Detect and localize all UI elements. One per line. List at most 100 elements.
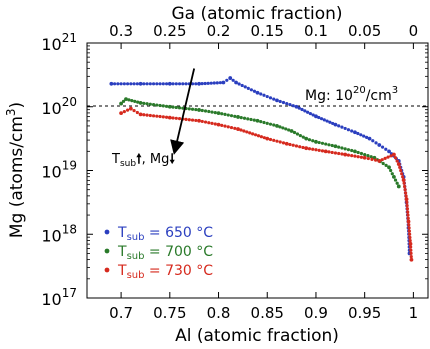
data-point bbox=[113, 82, 117, 86]
data-point bbox=[291, 104, 295, 108]
data-point bbox=[220, 112, 224, 116]
data-point bbox=[319, 117, 324, 121]
data-point bbox=[155, 103, 159, 107]
data-point bbox=[259, 135, 263, 139]
data-point bbox=[136, 100, 140, 104]
data-point bbox=[327, 143, 331, 147]
data-point bbox=[374, 158, 378, 162]
data-point bbox=[122, 82, 126, 86]
data-point bbox=[265, 136, 270, 141]
data-point bbox=[177, 117, 182, 121]
data-point bbox=[119, 101, 123, 106]
data-point bbox=[207, 121, 211, 125]
data-point bbox=[236, 127, 240, 131]
x2-tick-label: 0.05 bbox=[348, 22, 381, 40]
data-point bbox=[294, 104, 299, 109]
data-point bbox=[396, 184, 401, 189]
data-point bbox=[322, 118, 326, 122]
data-point bbox=[333, 122, 338, 127]
data-point bbox=[340, 125, 344, 129]
data-point bbox=[311, 113, 315, 117]
data-point bbox=[371, 139, 375, 143]
data-point bbox=[164, 104, 169, 108]
data-point bbox=[393, 178, 398, 182]
data-point bbox=[138, 81, 143, 86]
data-point bbox=[148, 102, 152, 106]
data-point bbox=[133, 99, 137, 103]
data-point bbox=[389, 168, 393, 173]
x-tick-label: 0.7 bbox=[109, 304, 133, 322]
data-point bbox=[119, 111, 123, 116]
data-point bbox=[406, 210, 410, 214]
data-point bbox=[320, 149, 325, 153]
data-point bbox=[272, 97, 276, 101]
data-point bbox=[221, 80, 226, 85]
data-point bbox=[220, 123, 224, 127]
data-point bbox=[210, 110, 214, 114]
data-point bbox=[161, 82, 165, 86]
data-point bbox=[301, 145, 305, 150]
x-tick-label: 0.95 bbox=[348, 304, 381, 322]
x2-tick-label: 0 bbox=[409, 22, 419, 40]
data-point bbox=[190, 82, 195, 86]
data-point bbox=[374, 141, 378, 145]
data-point bbox=[190, 107, 195, 111]
data-point bbox=[181, 106, 185, 110]
data-point bbox=[365, 135, 369, 139]
x2-tick-label: 0.25 bbox=[153, 22, 186, 40]
data-point bbox=[116, 82, 120, 86]
data-point bbox=[203, 81, 207, 86]
x2-axis-label: Ga (atomic fraction) bbox=[171, 4, 342, 24]
data-point bbox=[125, 108, 130, 112]
data-point bbox=[392, 174, 396, 179]
data-point bbox=[184, 82, 188, 86]
data-point bbox=[328, 120, 332, 124]
data-point bbox=[262, 136, 266, 140]
data-point bbox=[377, 143, 382, 147]
data-point bbox=[350, 154, 354, 158]
data-point bbox=[138, 101, 143, 105]
data-point bbox=[308, 111, 312, 116]
data-point bbox=[245, 130, 249, 134]
data-point bbox=[284, 127, 288, 131]
trend-annotation: Tsub🠕, Mg🠗 bbox=[111, 152, 175, 169]
data-point bbox=[200, 82, 204, 86]
data-point bbox=[181, 82, 185, 86]
data-point bbox=[233, 114, 237, 118]
data-point bbox=[194, 107, 198, 112]
data-point bbox=[370, 157, 374, 161]
data-point bbox=[343, 126, 347, 131]
data-point bbox=[304, 146, 309, 151]
data-point bbox=[132, 108, 136, 113]
data-point bbox=[307, 147, 312, 151]
data-point bbox=[398, 165, 402, 169]
data-point bbox=[210, 121, 214, 125]
data-point bbox=[158, 103, 162, 108]
data-point bbox=[246, 86, 250, 90]
data-point bbox=[242, 116, 247, 120]
data-point bbox=[213, 122, 217, 126]
data-point bbox=[142, 113, 146, 117]
data-point bbox=[121, 99, 126, 103]
series-3 bbox=[119, 106, 414, 262]
data-point bbox=[213, 110, 217, 115]
data-point bbox=[389, 154, 393, 158]
data-point bbox=[135, 82, 139, 86]
data-point bbox=[268, 96, 273, 100]
data-point bbox=[408, 241, 413, 246]
data-point bbox=[203, 120, 208, 124]
data-point bbox=[142, 101, 146, 105]
data-point bbox=[409, 251, 413, 255]
data-point bbox=[226, 125, 230, 129]
data-point bbox=[239, 128, 243, 132]
x2-tick-label: 0.1 bbox=[304, 22, 328, 40]
data-point bbox=[218, 81, 222, 85]
data-point bbox=[177, 106, 182, 110]
data-point bbox=[386, 155, 390, 159]
data-point bbox=[405, 207, 410, 211]
up-arrow-icon: 🠕 bbox=[136, 152, 142, 167]
data-point bbox=[346, 128, 351, 132]
data-point bbox=[291, 143, 295, 147]
data-point bbox=[255, 118, 260, 123]
legend-entry: Tsub = 700 °C bbox=[117, 244, 213, 262]
